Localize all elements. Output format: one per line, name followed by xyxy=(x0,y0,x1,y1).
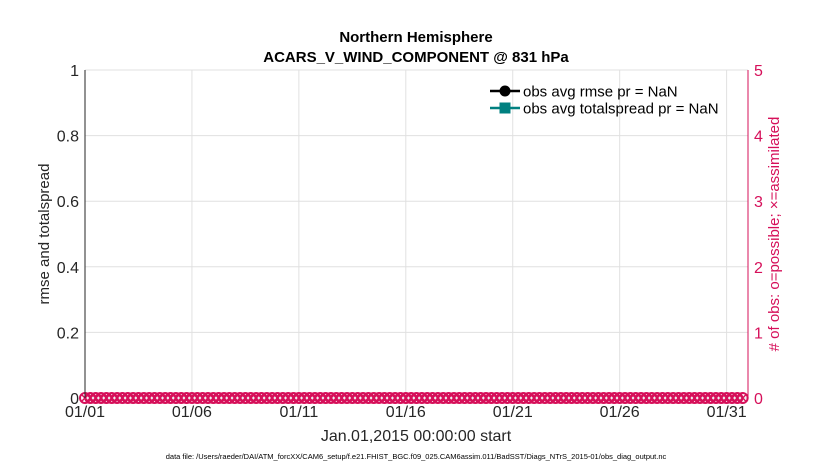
chart-subtitle: ACARS_V_WIND_COMPONENT @ 831 hPa xyxy=(263,49,569,66)
x-tick-label: 01/26 xyxy=(600,404,640,421)
obs-count-markers xyxy=(79,392,749,404)
y2-axis-label: # of obs: o=possible; ×=assimilated xyxy=(766,117,783,352)
axes-box xyxy=(85,70,748,398)
y2-tick-label: 4 xyxy=(754,129,763,146)
x-tick-label: 01/01 xyxy=(65,404,105,421)
y2-tick-label: 2 xyxy=(754,260,763,277)
y-tick-label: 0.6 xyxy=(57,194,79,211)
y-tick-label: 0.4 xyxy=(57,260,79,277)
y2-tick-label: 1 xyxy=(754,325,763,342)
y-tick-label: 0 xyxy=(70,391,79,408)
y-tick-label: 0.2 xyxy=(57,325,79,342)
y-tick-label: 1 xyxy=(70,63,79,80)
y-axis-label: rmse and totalspread xyxy=(36,164,53,305)
grid xyxy=(84,69,748,399)
legend-totalspread-label: obs avg totalspread pr = NaN xyxy=(523,101,719,118)
x-tick-label: 01/06 xyxy=(172,404,212,421)
legend-rmse-marker xyxy=(499,85,511,97)
legend: obs avg rmse pr = NaN obs avg totalsprea… xyxy=(490,84,719,118)
x-tick-label: 01/16 xyxy=(386,404,426,421)
legend-totalspread-marker xyxy=(499,102,511,114)
assimilated-obs-marker xyxy=(738,393,748,403)
y2-tick-label: 3 xyxy=(754,194,763,211)
x-tick-label: 01/21 xyxy=(493,404,533,421)
x-tick-label: 01/31 xyxy=(707,404,747,421)
legend-rmse-label: obs avg rmse pr = NaN xyxy=(523,84,678,101)
x-axis-label: Jan.01,2015 00:00:00 start xyxy=(321,428,512,445)
y-tick-label: 0.8 xyxy=(57,129,79,146)
footnote: data file: /Users/raeder/DAI/ATM_forcXX/… xyxy=(166,452,667,461)
tick-labels: 01/01 01/06 01/11 01/16 01/21 01/26 01/31 0 0.2 0… xyxy=(57,63,763,421)
chart-title: Northern Hemisphere xyxy=(339,29,492,46)
y2-tick-label: 5 xyxy=(754,63,763,80)
x-tick-label: 01/11 xyxy=(279,404,318,421)
y2-tick-label: 0 xyxy=(754,391,763,408)
